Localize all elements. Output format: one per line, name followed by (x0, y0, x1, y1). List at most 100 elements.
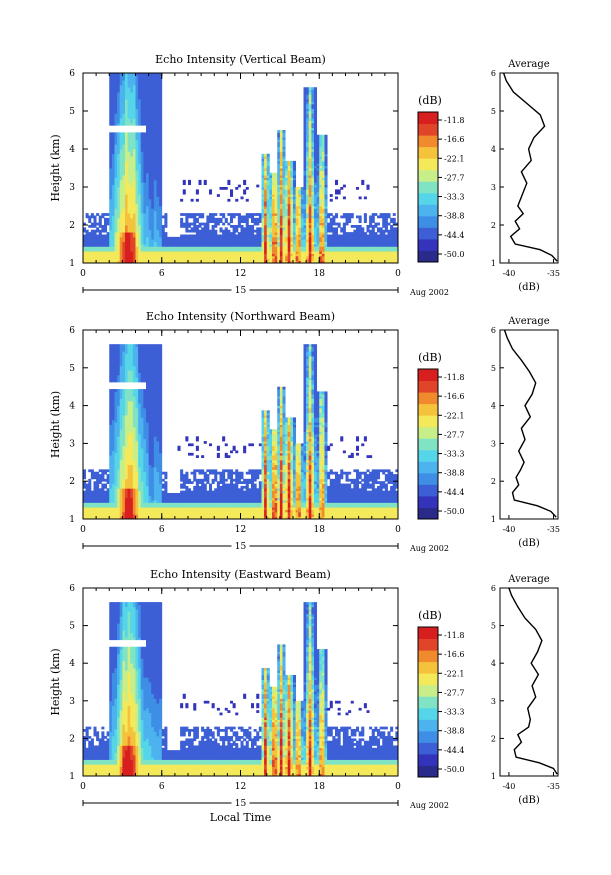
heatmap-cell (83, 514, 87, 518)
heatmap-cell (85, 241, 89, 245)
heatmap-cell (135, 120, 139, 124)
heatmap-cell (98, 488, 102, 492)
heatmap-cell (140, 222, 144, 226)
heatmap-cell (117, 374, 121, 378)
heatmap-cell (214, 258, 218, 262)
heatmap-cell (190, 246, 194, 250)
heatmap-cell (248, 239, 252, 243)
heatmap-cell (119, 101, 123, 105)
heatmap-cell (303, 94, 307, 98)
heatmap-cell (298, 222, 302, 226)
heatmap-cell (156, 106, 160, 110)
heatmap-cell (387, 255, 391, 259)
heatmap-cell (185, 229, 189, 233)
heatmap-cell (98, 234, 102, 238)
heatmap-cell (285, 253, 289, 257)
heatmap-cell (125, 419, 129, 423)
heatmap-cell (293, 196, 297, 200)
heatmap-cell (135, 222, 139, 226)
heatmap-cell (117, 229, 121, 233)
heatmap-cell (109, 101, 113, 105)
heatmap-cell (122, 101, 126, 105)
heatmap-cell (237, 244, 241, 247)
heatmap-cell (258, 232, 262, 235)
heatmap-cell (240, 227, 244, 231)
heatmap-cell (337, 246, 341, 250)
heatmap-cell (206, 229, 210, 233)
heatmap-cell (314, 134, 318, 138)
heatmap-cell (279, 229, 283, 233)
heatmap-cell (190, 229, 194, 233)
heatmap-cell (287, 165, 291, 169)
heatmap-cell (114, 241, 118, 245)
heatmap-cell (119, 504, 123, 508)
heatmap-cell (148, 156, 152, 159)
heatmap-cell (83, 502, 87, 506)
heatmap-cell (101, 213, 105, 216)
heatmap-cell (101, 251, 105, 254)
heatmap-cell (153, 132, 157, 136)
heatmap-cell (264, 168, 268, 171)
heatmap-cell (143, 182, 147, 186)
heatmap-cell (321, 253, 325, 257)
heatmap-cell (153, 139, 157, 143)
heatmap-cell (377, 227, 381, 231)
heatmap-cell (308, 127, 312, 131)
heatmap-cell (245, 229, 249, 233)
heatmap-cell (303, 217, 307, 221)
heatmap-cell (366, 248, 370, 252)
heatmap-cell (295, 220, 299, 224)
heatmap-cell (293, 260, 297, 264)
heatmap-cell (332, 244, 336, 247)
heatmap-cell (382, 213, 386, 216)
heatmap-cell (369, 215, 373, 219)
heatmap-cell (119, 111, 123, 114)
heatmap-cell (148, 246, 152, 250)
heatmap-cell (125, 405, 129, 409)
heatmap-cell (306, 248, 310, 252)
heatmap-cell (279, 141, 283, 145)
heatmap-cell (101, 234, 105, 238)
heatmap-cell (135, 170, 139, 174)
heatmap-cell (151, 191, 155, 195)
heatmap-cell (122, 206, 126, 209)
heatmap-cell (253, 260, 257, 264)
heatmap-cell (190, 253, 194, 257)
heatmap-cell (285, 201, 289, 205)
heatmap-cell (272, 217, 276, 221)
heatmap-cell (193, 251, 197, 254)
heatmap-cell (111, 241, 115, 245)
heatmap-cell (177, 253, 181, 257)
heatmap-cell (303, 92, 307, 95)
heatmap-cell (111, 187, 115, 190)
heatmap-cell (266, 160, 270, 164)
heatmap-cell (101, 476, 105, 480)
heatmap-cell (130, 156, 134, 159)
heatmap-cell (106, 258, 110, 262)
heatmap-cell (117, 497, 121, 501)
heatmap-cell (321, 182, 325, 186)
heatmap-cell (153, 82, 157, 86)
heatmap-cell (101, 507, 105, 510)
heatmap-cell (345, 220, 349, 224)
heatmap-cell (88, 225, 92, 228)
heatmap-cell (125, 253, 129, 257)
heatmap-cell (384, 217, 388, 221)
heatmap-cell (122, 246, 126, 250)
heatmap-cell (390, 236, 394, 240)
heatmap-cell (198, 260, 202, 264)
heatmap-cell (151, 87, 155, 91)
heatmap-cell (138, 206, 142, 209)
heatmap-cell (311, 144, 315, 148)
heatmap-cell (109, 478, 113, 482)
heatmap-cell (342, 225, 346, 228)
heatmap-cell (127, 260, 131, 264)
heatmap-cell (274, 206, 278, 209)
heatmap-cell (111, 248, 115, 252)
heatmap-cell (156, 137, 160, 140)
heatmap-cell (282, 251, 286, 254)
heatmap-cell (319, 151, 323, 155)
heatmap-cell (117, 253, 121, 257)
heatmap-cell (85, 236, 89, 240)
